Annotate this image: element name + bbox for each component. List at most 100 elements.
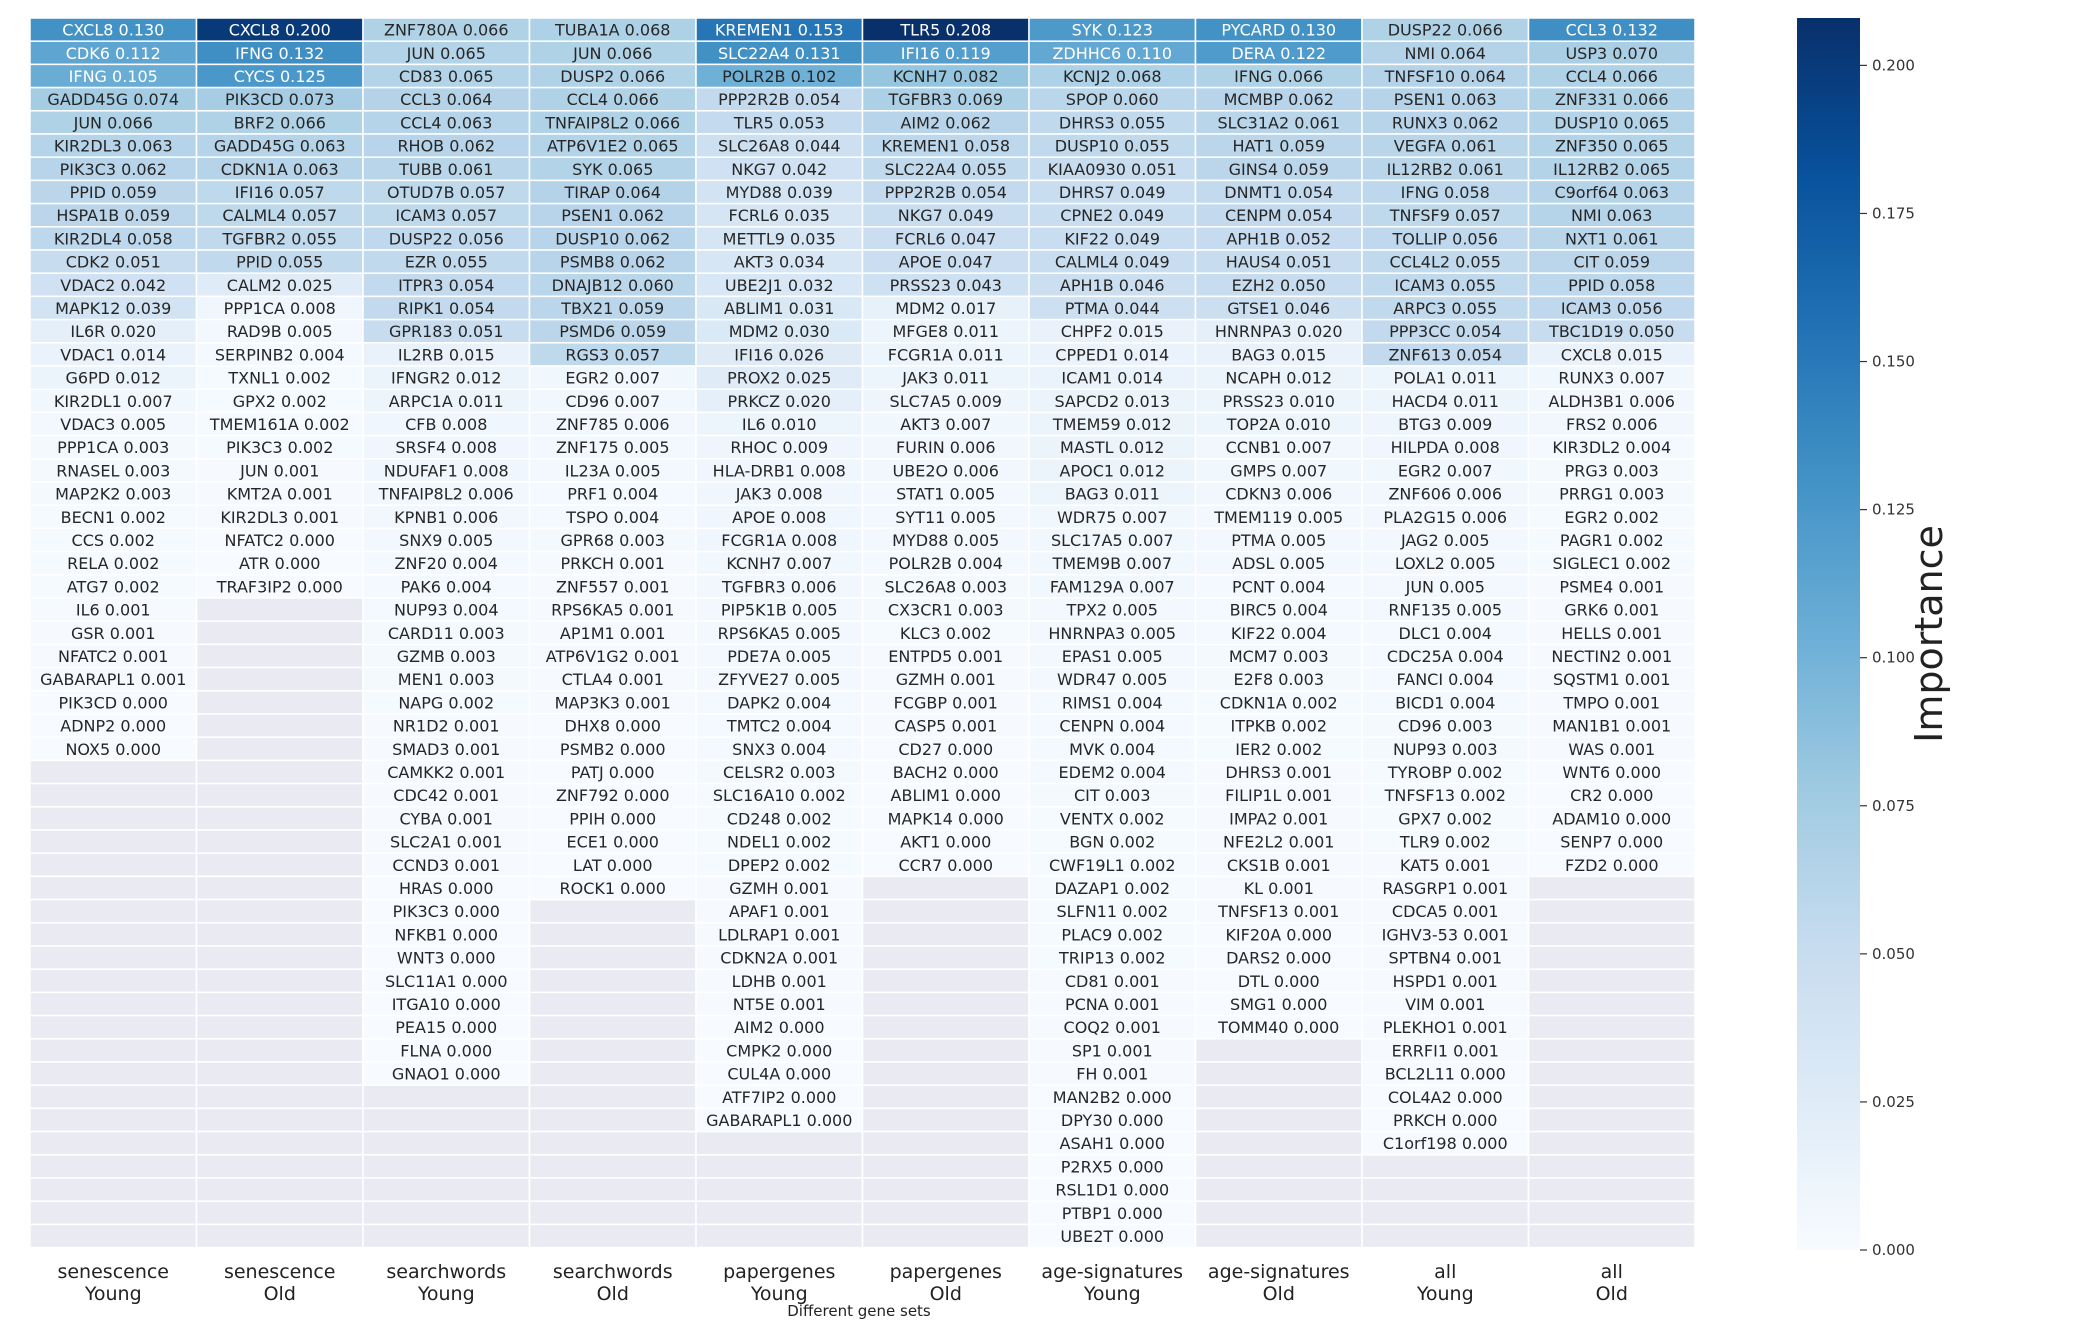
cell-label: SLC22A4 0.131 [718,44,841,63]
cell-label: FANCI 0.004 [1397,670,1494,689]
cell-label: SYK 0.065 [572,160,653,179]
cell-label: PRF1 0.004 [567,485,658,504]
cell-label: BIRC5 0.004 [1230,601,1328,620]
cell-label: KIF20A 0.000 [1225,925,1332,944]
empty-cell [195,597,364,622]
empty-cell [861,1223,1030,1249]
cell-label: BAG3 0.015 [1231,345,1326,364]
colorbar-tick-label: 0.025 [1872,1093,1915,1111]
cell-label: CYBA 0.001 [400,809,493,828]
empty-cell [29,829,198,854]
empty-cell [195,713,364,738]
empty-cell [861,1107,1030,1133]
empty-cell [362,1130,531,1156]
empty-cell [1194,1038,1363,1063]
cell-label: GTSE1 0.046 [1227,299,1330,318]
cell-label: EGR2 0.007 [565,369,660,388]
cell-label: PPP2R2B 0.054 [718,90,840,109]
cell-label: PDE7A 0.005 [727,647,831,666]
cell-label: DAPK2 0.004 [727,693,831,712]
cell-label: IFI16 0.026 [734,345,824,364]
cell-label: HLA-DRB1 0.008 [713,461,846,480]
cell-label: PRG3 0.003 [1565,461,1659,480]
cell-label: PTMA 0.044 [1065,299,1160,318]
cell-label: RPS6KA5 0.005 [718,624,841,643]
cell-label: PSEN1 0.062 [561,206,664,225]
cell-label: CASP5 0.001 [894,717,997,736]
cell-label: TBC1D19 0.050 [1548,322,1674,341]
cell-label: GNAO1 0.000 [392,1065,501,1084]
cell-label: GPR183 0.051 [389,322,504,341]
cell-label: ZNF606 0.006 [1388,485,1502,504]
cell-label: DUSP22 0.066 [1388,21,1503,40]
x-axis-label: Different gene sets [787,1302,931,1320]
cell-label: RPS6KA5 0.001 [551,601,674,620]
cell-label: GZMB 0.003 [397,647,496,666]
cell-label: TOP2A 0.010 [1226,415,1331,434]
cell-label: CDKN2A 0.001 [720,949,838,968]
cell-label: DPEP2 0.002 [728,856,831,875]
cell-label: DHRS3 0.001 [1225,763,1332,782]
cell-label: KIR2DL4 0.058 [54,229,173,248]
cell-label: CXCL8 0.015 [1561,345,1663,364]
cell-label: KCNJ2 0.068 [1063,67,1162,86]
cell-label: WAS 0.001 [1568,740,1655,759]
cell-label: VDAC1 0.014 [60,345,166,364]
empty-cell [528,1014,697,1040]
cell-label: MAP2K2 0.003 [55,485,171,504]
cell-label: AKT3 0.007 [900,415,991,434]
empty-cell [528,922,697,947]
cell-label: BAG3 0.011 [1065,485,1160,504]
cell-label: DAZAP1 0.002 [1054,879,1170,898]
cell-label: CKS1B 0.001 [1227,856,1331,875]
cell-label: CPNE2 0.049 [1060,206,1164,225]
cell-label: NDEL1 0.002 [727,833,831,852]
cell-label: EDEM2 0.004 [1059,763,1166,782]
cell-label: PPP1CA 0.008 [224,299,336,318]
cell-label: PIK3C3 0.002 [226,438,333,457]
cell-label: CDC42 0.001 [393,786,499,805]
cell-label: ABLIM1 0.031 [724,299,834,318]
empty-cell [861,922,1030,947]
empty-cell [528,945,697,970]
empty-cell [861,1084,1030,1110]
empty-cell [362,1177,531,1202]
cell-label: SLC26A8 0.044 [718,137,841,156]
cell-label: CXCL8 0.200 [229,21,331,40]
cell-label: PLA2G15 0.006 [1383,508,1507,527]
cell-label: CXCL8 0.130 [62,21,164,40]
cell-label: CX3CR1 0.003 [888,601,1004,620]
cell-label: SQSTM1 0.001 [1553,670,1671,689]
cell-label: PAGR1 0.002 [1560,531,1664,550]
cell-label: TYROBP 0.002 [1387,763,1503,782]
cell-label: WNT3 0.000 [397,949,496,968]
cell-label: KREMEN1 0.058 [881,137,1010,156]
cell-label: RUNX3 0.007 [1558,369,1665,388]
cell-label: ZDHHC6 0.110 [1052,44,1172,63]
cell-label: ERRFI1 0.001 [1392,1041,1499,1060]
empty-cell [1194,1177,1363,1202]
cell-label: KPNB1 0.006 [394,508,498,527]
empty-cell [1361,1154,1530,1179]
cell-label: TLR5 0.208 [899,21,991,40]
empty-cell [29,1061,198,1086]
empty-cell [195,1061,364,1086]
empty-cell [1527,1200,1696,1226]
cell-label: CUL4A 0.000 [727,1065,831,1084]
cell-label: SLC22A4 0.055 [884,160,1007,179]
cell-label: TMEM9B 0.007 [1051,554,1172,573]
empty-cell [528,1061,697,1086]
cell-label: HILPDA 0.008 [1391,438,1500,457]
cell-label: TNFSF9 0.057 [1389,206,1501,225]
cell-label: TLR5 0.053 [733,113,825,132]
empty-cell [195,643,364,669]
x-tick-label: age-signatures Old [1208,1261,1350,1305]
cell-label: RNF135 0.005 [1388,601,1502,620]
colorbar-tick-label: 0.075 [1872,797,1915,815]
cell-label: RASGRP1 0.001 [1382,879,1508,898]
cell-label: KIR2DL3 0.063 [54,137,173,156]
cell-label: PRKCH 0.001 [561,554,665,573]
cell-label: SENP7 0.000 [1560,833,1663,852]
empty-cell [195,875,364,901]
empty-cell [29,968,198,994]
